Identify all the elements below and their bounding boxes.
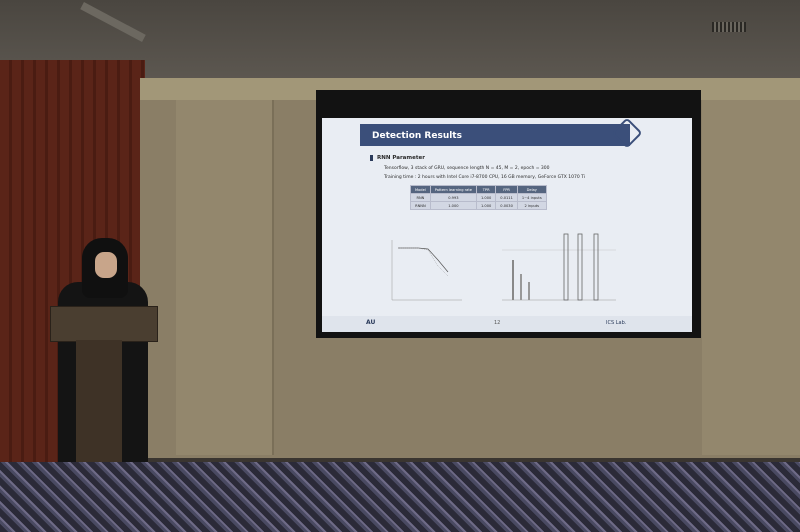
slide-page-number: 12 <box>494 320 501 326</box>
presenter-face <box>95 252 117 278</box>
podium-top <box>50 306 158 342</box>
table-header: Delay <box>516 185 547 194</box>
table-cell: 2 inputs <box>516 201 547 210</box>
table-header: Pattern learning rate <box>429 185 477 194</box>
table-cell: 0.993 <box>429 193 477 202</box>
bullet-icon <box>370 155 373 161</box>
slide-title: Detection Results <box>372 131 462 141</box>
wall-panel <box>176 100 274 455</box>
results-table: Model Pattern learning rate TPR FPR Dela… <box>410 185 547 210</box>
table-header: Model <box>410 185 431 194</box>
table-cell: 1.000 <box>475 201 497 210</box>
table-cell: 1.000 <box>475 193 497 202</box>
table-cell: 0.0030 <box>495 201 518 210</box>
slide-footer <box>322 316 692 332</box>
table-cell: 0.0111 <box>495 193 518 202</box>
wall-panel <box>702 100 800 455</box>
section-heading: RNN Parameter <box>377 155 425 161</box>
footer-left-text: AU <box>366 319 376 326</box>
bar-chart-figure <box>502 233 616 301</box>
line-chart-figure <box>391 240 462 301</box>
table-cell: 1~4 inputs <box>516 193 547 202</box>
projected-slide: Detection Results RNN Parameter Tensorfl… <box>322 118 692 332</box>
bullet-text: Tensorflow, 3 stack of GRU, sequence len… <box>384 166 550 171</box>
table-cell: RNNN <box>410 201 431 210</box>
table-cell: RNN <box>410 193 431 202</box>
slide-header-bar <box>360 124 630 146</box>
footer-lab-name: ICS Lab. <box>606 320 627 326</box>
air-vent <box>712 22 746 32</box>
bullet-text: Training time : 2 hours with Intel Core … <box>384 175 585 180</box>
table-header: TPR <box>475 185 497 194</box>
patterned-carpet <box>0 462 800 532</box>
table-header: FPR <box>495 185 518 194</box>
table-cell: 1.000 <box>429 201 477 210</box>
